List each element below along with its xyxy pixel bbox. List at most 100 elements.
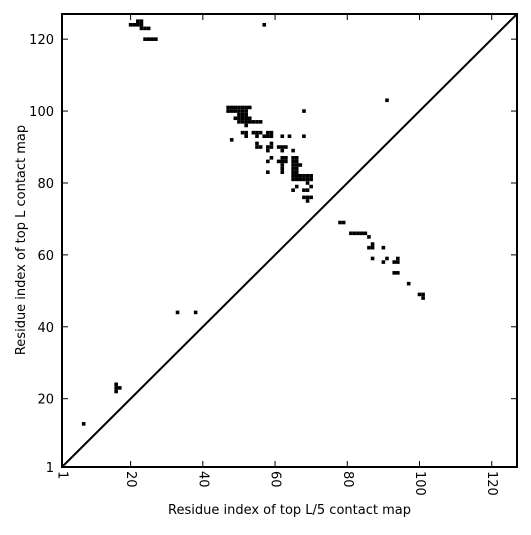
contact-point — [266, 130, 270, 135]
contact-point — [143, 37, 147, 41]
contact-point — [280, 159, 285, 164]
contact-point — [244, 112, 248, 117]
contact-point — [244, 123, 248, 128]
contact-point — [298, 163, 303, 167]
contact-point — [258, 130, 263, 135]
contact-point — [367, 245, 371, 250]
contact-point — [406, 281, 411, 286]
contact-point — [251, 130, 256, 135]
contact-point — [385, 256, 389, 261]
x-tick-label: 1 — [55, 471, 70, 479]
contact-point — [370, 256, 375, 261]
contact-point — [291, 177, 295, 182]
contact-point — [128, 22, 133, 27]
contact-point — [229, 138, 234, 142]
contact-point — [139, 26, 144, 31]
x-tick-label: 80 — [340, 471, 355, 488]
contact-point — [269, 134, 274, 139]
contact-point — [262, 134, 267, 139]
contact-point — [237, 109, 241, 113]
x-tick-label: 120 — [484, 471, 499, 496]
contact-point — [305, 199, 310, 203]
contact-point — [298, 173, 303, 178]
contact-point — [370, 245, 375, 250]
contact-point — [284, 159, 288, 164]
contact-point — [309, 195, 313, 200]
contact-point — [146, 37, 151, 41]
contact-point — [132, 22, 137, 27]
contact-point — [417, 292, 422, 297]
contact-point — [363, 231, 368, 236]
contact-point — [302, 188, 306, 192]
contact-point — [244, 116, 248, 121]
contact-point — [143, 26, 147, 31]
contact-point — [305, 177, 310, 182]
contact-point — [305, 173, 310, 178]
contact-point — [305, 181, 310, 185]
marks-layer — [81, 19, 425, 426]
contact-point — [193, 310, 198, 315]
contact-point — [396, 260, 400, 264]
y-tick-label: 40 — [37, 321, 54, 336]
y-tick-label: 120 — [29, 33, 54, 48]
contact-point — [237, 105, 241, 110]
y-tick-label: 20 — [37, 393, 54, 408]
contact-point — [291, 163, 295, 167]
diagonal-line — [61, 13, 518, 468]
contact-point — [302, 109, 306, 113]
contact-point — [229, 109, 234, 113]
contact-point — [229, 105, 234, 110]
contact-point — [291, 188, 295, 192]
contact-point — [255, 134, 259, 139]
contact-point — [233, 105, 238, 110]
contact-point — [294, 173, 299, 178]
contact-point — [294, 156, 299, 160]
contact-point — [302, 134, 306, 139]
contact-point — [269, 156, 274, 160]
contact-point — [294, 159, 299, 164]
x-axis-label: Residue index of top L/5 contact map — [168, 503, 411, 518]
x-tick-label: 20 — [123, 471, 138, 488]
contact-point — [233, 116, 238, 121]
contact-point — [240, 116, 245, 121]
contact-point — [240, 130, 245, 135]
contact-point — [258, 120, 263, 124]
contact-point — [381, 245, 386, 250]
contact-point — [294, 163, 299, 167]
contact-point — [309, 173, 313, 178]
contact-point — [302, 195, 306, 200]
contact-point — [233, 109, 238, 113]
contact-point — [280, 156, 285, 160]
contact-point — [251, 120, 256, 124]
y-tick-label: 60 — [37, 249, 54, 264]
contact-point — [244, 120, 248, 124]
contact-point — [349, 231, 353, 236]
contact-point — [258, 145, 263, 149]
contact-point — [139, 19, 144, 23]
y-tick-label: 1 — [46, 461, 54, 476]
contact-point — [309, 184, 313, 189]
contact-point — [291, 166, 295, 171]
contact-point — [226, 109, 230, 113]
contact-point — [247, 116, 252, 121]
contact-point — [338, 220, 342, 225]
contact-point — [291, 170, 295, 174]
contact-point — [247, 120, 252, 124]
contact-point — [81, 422, 86, 426]
contact-point — [309, 177, 313, 182]
y-tick-label: 100 — [29, 105, 54, 120]
contact-point — [240, 105, 245, 110]
contact-point — [266, 159, 270, 164]
contact-point — [305, 195, 310, 200]
contact-point — [280, 166, 285, 171]
contact-point — [262, 22, 267, 27]
contact-point — [294, 177, 299, 182]
contact-point — [240, 112, 245, 117]
contact-point — [280, 170, 285, 174]
contact-point — [294, 170, 299, 174]
contact-point — [255, 130, 259, 135]
contact-point — [396, 271, 400, 275]
contact-point — [240, 120, 245, 124]
